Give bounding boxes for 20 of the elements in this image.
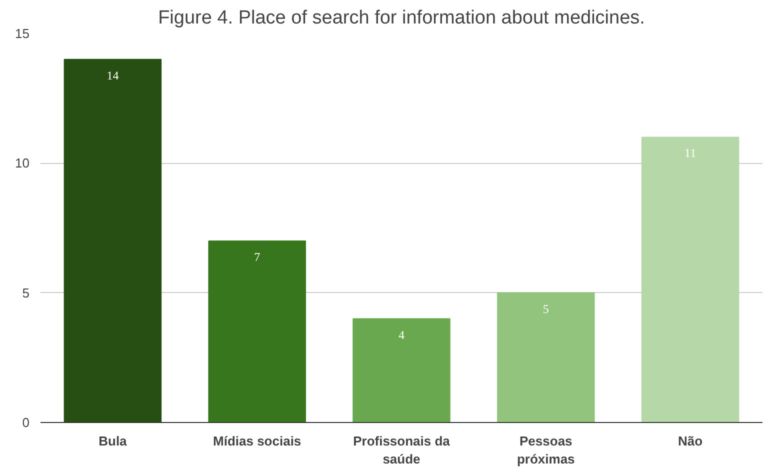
bar xyxy=(352,318,450,422)
data-label: 14 xyxy=(106,68,119,82)
y-tick-label: 5 xyxy=(22,285,30,300)
x-tick-label: Pessoas próximas xyxy=(517,434,575,466)
data-label: 4 xyxy=(398,328,404,342)
bar xyxy=(641,136,740,422)
bar xyxy=(497,292,595,422)
x-tick-label: Bula xyxy=(98,434,128,448)
y-tick-label: 0 xyxy=(22,415,30,430)
bar xyxy=(208,240,306,422)
x-tick-label: Não xyxy=(678,434,703,448)
x-tick-label: Mídias sociais xyxy=(213,434,302,448)
x-tick-label: Profissonais da saúde xyxy=(353,434,451,466)
data-label: 5 xyxy=(542,302,549,316)
data-label: 7 xyxy=(254,250,260,264)
chart-title: Figure 4. Place of search for information about medicines. xyxy=(158,8,645,28)
y-tick-label: 10 xyxy=(15,156,30,171)
bar xyxy=(64,58,162,422)
data-label: 11 xyxy=(684,146,696,160)
y-tick-label: 15 xyxy=(15,26,30,41)
